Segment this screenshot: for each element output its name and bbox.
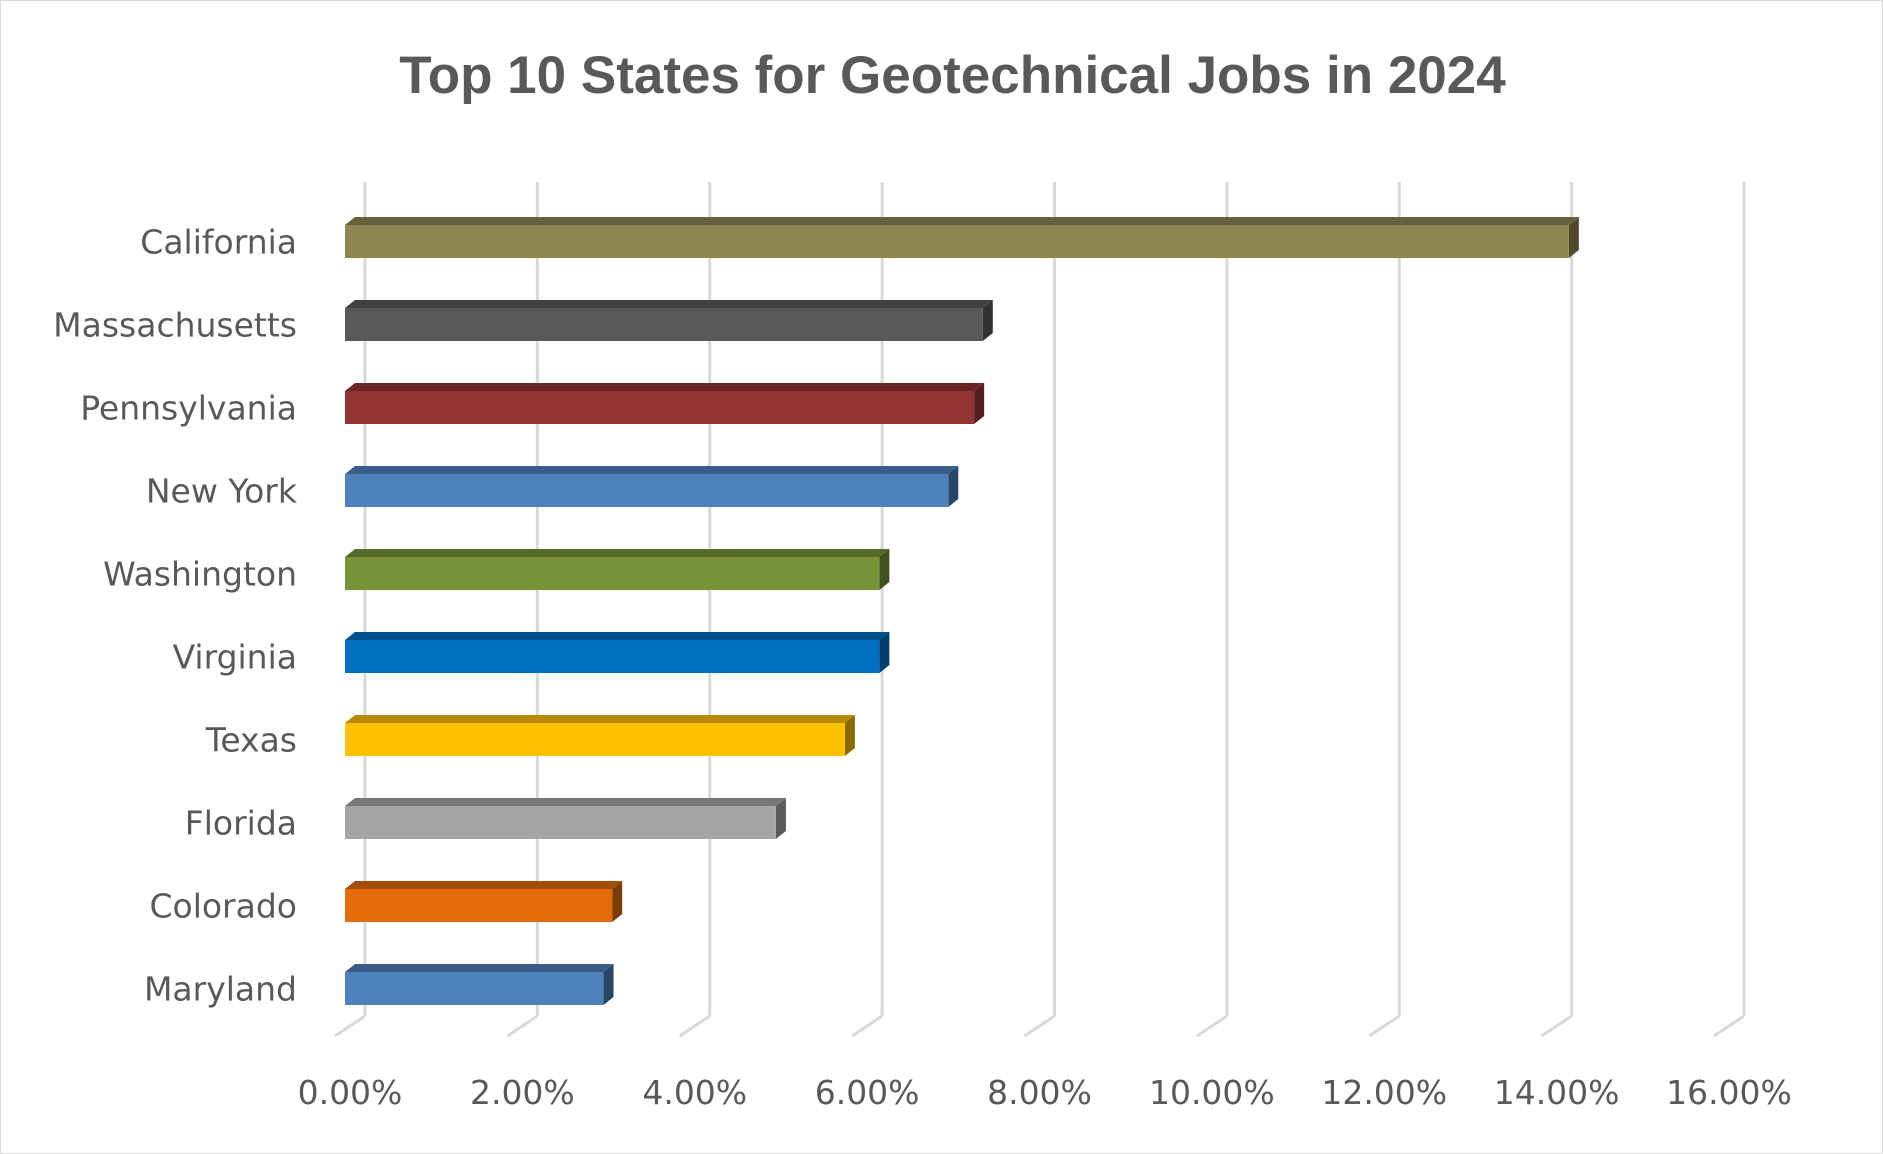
- x-tick-label: 10.00%: [1149, 1073, 1275, 1112]
- bar-top-face: [345, 466, 959, 474]
- bar: [345, 466, 959, 507]
- bar-side-face: [844, 715, 855, 756]
- bar: [345, 964, 614, 1005]
- gridline-floor: [1368, 1014, 1401, 1038]
- category-label: New York: [146, 472, 298, 511]
- bar-top-face: [345, 217, 1579, 225]
- bar-top-face: [345, 881, 623, 889]
- category-label: Florida: [185, 804, 297, 843]
- gridline-floor: [506, 1014, 539, 1038]
- bar: [345, 217, 1579, 258]
- gridline-floor: [1540, 1014, 1573, 1038]
- x-tick-label: 0.00%: [298, 1073, 403, 1112]
- category-label: Massachusetts: [53, 306, 297, 345]
- category-label: Maryland: [144, 970, 297, 1009]
- bar: [345, 383, 985, 424]
- bar-top-face: [345, 715, 855, 723]
- bar-top-face: [345, 632, 890, 640]
- bar: [345, 632, 890, 673]
- gridline-floor: [1023, 1014, 1056, 1038]
- tick-labels: 0.00% 2.00% 4.00% 6.00% 8.00% 10.00% 12.00% 14.…: [298, 1073, 1792, 1112]
- category-label: Pennsylvania: [80, 389, 297, 428]
- x-tick-label: 12.00%: [1321, 1073, 1447, 1112]
- bar-side-face: [982, 300, 993, 341]
- bar-front-face: [345, 640, 880, 673]
- bar-side-face: [948, 466, 959, 507]
- bar-side-face: [612, 881, 623, 922]
- bar: [345, 300, 993, 341]
- x-tick-label: 6.00%: [815, 1073, 920, 1112]
- bar-side-face: [1568, 217, 1579, 258]
- bar-top-face: [345, 798, 786, 806]
- bar: [345, 549, 890, 590]
- category-label: California: [140, 223, 297, 262]
- category-label: Colorado: [149, 887, 297, 926]
- gridline-floor: [334, 1014, 366, 1038]
- bar-top-face: [345, 549, 890, 557]
- bar-top-face: [345, 383, 985, 391]
- category-labels: California Massachusetts Pennsylvania New Y…: [53, 223, 298, 1009]
- category-label: Virginia: [173, 638, 297, 677]
- x-tick-label: 2.00%: [470, 1073, 575, 1112]
- bar-top-face: [345, 300, 993, 308]
- gridline-floor: [851, 1014, 883, 1038]
- x-tick-label: 16.00%: [1666, 1073, 1792, 1112]
- x-tick-label: 4.00%: [642, 1073, 747, 1112]
- category-label: Washington: [103, 555, 297, 594]
- bar-side-face: [775, 798, 786, 839]
- bar-side-face: [879, 632, 890, 673]
- x-tick-label: 8.00%: [987, 1073, 1092, 1112]
- gridline-floor: [1713, 1014, 1745, 1038]
- bar-front-face: [345, 308, 983, 341]
- bar-side-face: [879, 549, 890, 590]
- bar-side-face: [974, 383, 985, 424]
- bars: [345, 217, 1579, 1005]
- bar-side-face: [603, 964, 614, 1005]
- bar-top-face: [345, 964, 614, 972]
- chart-title: Top 10 States for Geotechnical Jobs in 2…: [399, 46, 1506, 105]
- bar: [345, 798, 786, 839]
- bar-front-face: [345, 225, 1569, 258]
- bar-front-face: [345, 972, 604, 1005]
- x-tick-label: 14.00%: [1494, 1073, 1620, 1112]
- bar-front-face: [345, 806, 776, 839]
- bar-front-face: [345, 723, 845, 756]
- bar-front-face: [345, 889, 613, 922]
- gridline-floor: [678, 1014, 711, 1038]
- category-label: Texas: [205, 721, 297, 760]
- bar: [345, 715, 855, 756]
- bar: [345, 881, 623, 922]
- gridline-floor: [1196, 1014, 1228, 1038]
- bar-front-face: [345, 557, 880, 590]
- bar-front-face: [345, 474, 949, 507]
- bar-front-face: [345, 391, 975, 424]
